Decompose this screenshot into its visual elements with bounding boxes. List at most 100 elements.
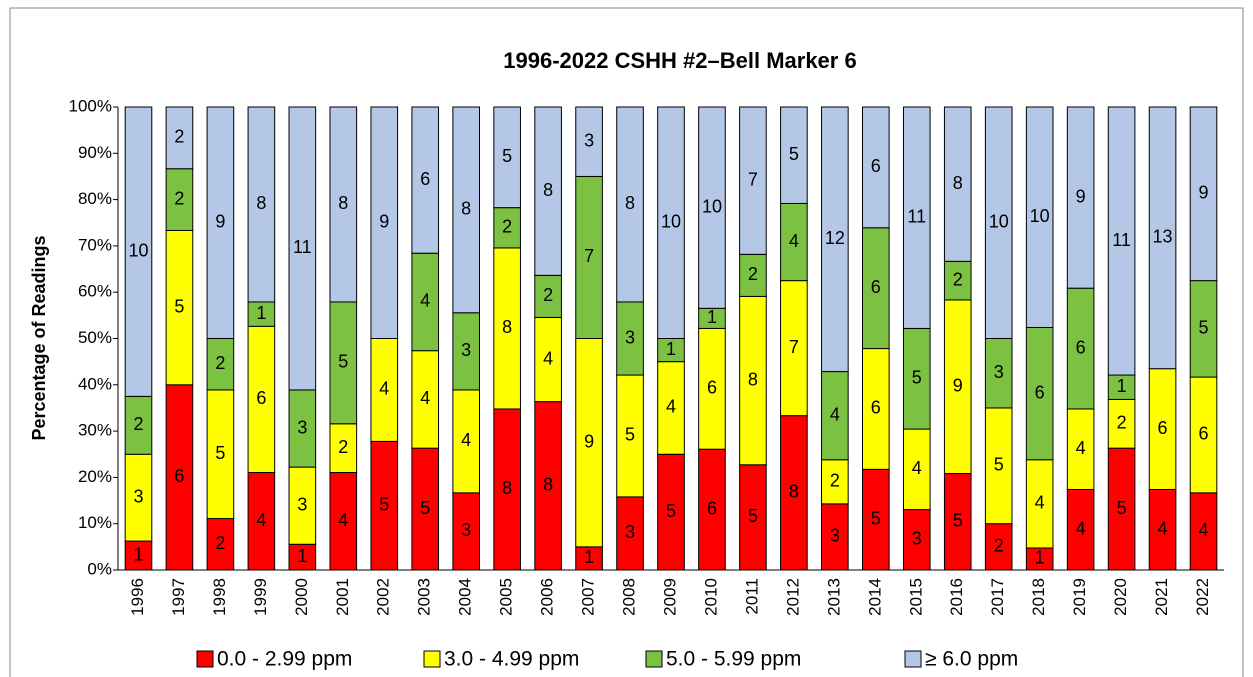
bar-segment <box>739 464 767 571</box>
bar-segment <box>862 348 890 470</box>
y-tick-label: 80% <box>78 189 112 208</box>
bar-segment <box>616 106 644 303</box>
bar-segment <box>739 295 767 466</box>
data-label: 13 <box>1153 227 1173 247</box>
bar-segment <box>698 448 726 571</box>
data-label: 1 <box>666 339 676 359</box>
data-label: 4 <box>461 430 471 450</box>
data-label: 1 <box>1117 376 1127 396</box>
bar-segment <box>780 106 808 204</box>
bar-segment <box>534 106 562 276</box>
x-tick-label: 2006 <box>538 578 557 616</box>
data-label: 2 <box>215 533 225 553</box>
data-label: 6 <box>871 277 881 297</box>
data-label: 2 <box>338 437 348 457</box>
data-label: 4 <box>666 397 676 417</box>
data-label: 8 <box>256 193 266 213</box>
bar-segment <box>329 106 358 303</box>
x-tick-label: 2007 <box>579 578 598 616</box>
y-tick-label: 90% <box>78 143 112 162</box>
bar-segment <box>657 453 685 571</box>
data-label: 11 <box>1112 230 1131 250</box>
bar-segment <box>1148 106 1177 370</box>
bar-segment <box>984 523 1013 571</box>
data-label: 6 <box>256 388 266 408</box>
data-label: 2 <box>502 217 512 237</box>
bar-segment <box>288 543 317 571</box>
bar-segment <box>1189 492 1218 571</box>
bar-segment <box>780 280 808 417</box>
data-label: 6 <box>871 398 881 418</box>
data-label: 6 <box>707 378 717 398</box>
data-label: 5 <box>174 296 184 316</box>
bar-segment <box>943 106 972 262</box>
bar-segment <box>452 106 480 314</box>
data-label: 3 <box>625 522 635 542</box>
bar-segment <box>124 106 153 397</box>
bar-segment <box>575 106 603 177</box>
y-tick-label: 30% <box>78 421 112 440</box>
y-tick-label: 10% <box>78 513 112 532</box>
bar-segment <box>329 301 358 425</box>
bar-segment <box>411 106 440 254</box>
data-label: 2 <box>133 414 143 434</box>
data-label: 8 <box>461 199 471 219</box>
data-label: 3 <box>584 130 594 150</box>
x-tick-label: 2011 <box>742 578 761 615</box>
bar-segment <box>411 252 440 352</box>
data-label: 10 <box>989 212 1009 232</box>
data-label: 4 <box>338 510 348 530</box>
bar-segment <box>370 106 399 339</box>
bar-segment <box>862 468 890 571</box>
bar-segment <box>739 106 767 255</box>
bar-segment <box>616 374 644 498</box>
data-label: 5 <box>420 498 430 518</box>
data-label: 5 <box>994 455 1004 475</box>
data-label: 5 <box>502 146 512 166</box>
data-label: 5 <box>789 144 799 164</box>
x-tick-label: 2000 <box>292 578 311 616</box>
data-label: 6 <box>1035 382 1045 402</box>
bar-segment <box>657 361 685 455</box>
data-label: 3 <box>830 526 840 546</box>
bar-segment <box>780 415 808 571</box>
bar-segment <box>657 106 685 339</box>
data-label: 8 <box>748 369 758 389</box>
bar-segment <box>493 207 521 249</box>
x-tick-label: 2020 <box>1111 578 1130 616</box>
legend-swatch <box>196 650 214 668</box>
bar-segment <box>411 350 440 449</box>
data-label: 10 <box>661 212 681 232</box>
data-label: 5 <box>953 511 963 531</box>
data-label: 6 <box>420 169 430 189</box>
bar-segment <box>1025 326 1054 461</box>
bar-segment <box>534 274 562 318</box>
y-tick-label: 0% <box>87 559 112 578</box>
data-label: 4 <box>543 348 553 368</box>
bar-segment <box>698 327 726 450</box>
y-tick-label: 20% <box>78 467 112 486</box>
x-tick-label: 2022 <box>1193 578 1212 616</box>
bar-segment <box>370 338 399 442</box>
bar-segment <box>124 540 153 571</box>
data-label: 1 <box>297 546 307 566</box>
data-label: 2 <box>1117 413 1127 433</box>
bar-segment <box>206 338 235 391</box>
bar-segment <box>452 492 480 571</box>
data-label: 9 <box>379 212 389 232</box>
bar-segment <box>698 106 726 309</box>
data-label: 8 <box>543 180 553 200</box>
data-label: 1 <box>256 303 266 323</box>
data-label: 9 <box>1199 183 1209 203</box>
data-label: 2 <box>174 127 184 147</box>
bar-segment <box>288 106 317 391</box>
data-label: 8 <box>789 482 799 502</box>
bar-segment <box>575 175 603 339</box>
bar-segment <box>165 106 194 170</box>
data-label: 3 <box>133 486 143 506</box>
data-label: 7 <box>748 169 758 189</box>
y-tick-label: 50% <box>78 328 112 347</box>
bar-segment <box>1189 280 1218 378</box>
bar-segment <box>411 447 440 571</box>
